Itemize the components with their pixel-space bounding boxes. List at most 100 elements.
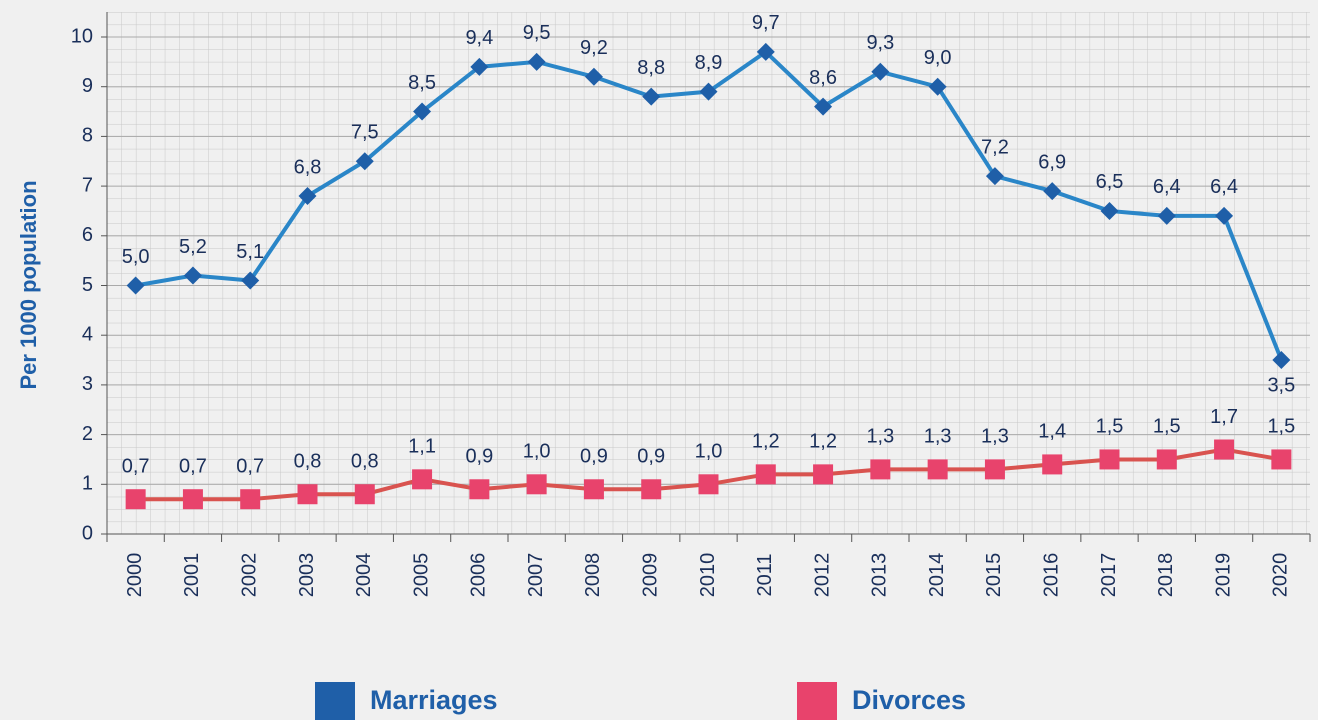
x-tick-label: 2006 (468, 553, 490, 598)
data-label: 1,5 (1096, 416, 1124, 438)
data-label: 1,0 (695, 441, 723, 463)
y-tick-label: 8 (82, 125, 93, 147)
data-label: 9,4 (465, 27, 493, 49)
y-tick-label: 2 (82, 423, 93, 445)
marker (182, 489, 203, 510)
data-label: 1,1 (408, 436, 436, 458)
y-axis-label: Per 1000 population (16, 180, 41, 389)
data-label: 1,3 (924, 426, 952, 448)
data-label: 1,3 (981, 426, 1009, 448)
x-tick-label: 2015 (983, 553, 1005, 598)
marker (1157, 206, 1176, 225)
marker (183, 266, 202, 285)
y-tick-label: 4 (82, 323, 93, 345)
marker (241, 271, 260, 290)
marker (642, 87, 661, 106)
data-label: 6,4 (1210, 176, 1238, 198)
marker (755, 464, 776, 485)
data-label: 7,2 (981, 136, 1009, 158)
marker (699, 82, 718, 101)
marker (698, 474, 719, 495)
y-tick-label: 1 (82, 473, 93, 495)
y-tick-label: 3 (82, 373, 93, 395)
marker (984, 459, 1005, 480)
marker (871, 62, 890, 81)
data-label: 0,8 (351, 451, 379, 473)
x-tick-label: 2011 (754, 553, 776, 596)
x-tick-label: 2010 (697, 553, 719, 598)
marker (641, 479, 662, 500)
x-tick-label: 2003 (296, 553, 318, 598)
marker (813, 464, 834, 485)
marker (1042, 454, 1063, 475)
marker (928, 77, 947, 96)
marker (297, 484, 318, 505)
data-label: 5,0 (122, 246, 150, 268)
marker (298, 187, 317, 206)
data-label: 1,2 (809, 431, 837, 453)
marker (126, 276, 145, 295)
marker (927, 459, 948, 480)
data-label: 6,9 (1038, 151, 1066, 173)
y-tick-label: 5 (82, 274, 93, 296)
x-tick-label: 2000 (124, 553, 146, 598)
marker (870, 459, 891, 480)
legend-label: Divorces (852, 685, 966, 715)
marker (584, 67, 603, 86)
data-label: 1,7 (1210, 406, 1238, 428)
data-label: 0,9 (580, 446, 608, 468)
data-label: 0,9 (465, 446, 493, 468)
x-tick-label: 2019 (1212, 553, 1234, 598)
x-tick-label: 2004 (353, 553, 375, 598)
x-tick-label: 2018 (1155, 553, 1177, 598)
data-label: 0,7 (236, 455, 264, 477)
data-label: 8,9 (695, 52, 723, 74)
data-label: 1,4 (1038, 421, 1066, 443)
data-label: 6,8 (294, 156, 322, 178)
x-tick-label: 2002 (238, 553, 260, 598)
data-label: 0,7 (179, 455, 207, 477)
marker (1272, 351, 1291, 370)
marker (125, 489, 146, 510)
x-tick-label: 2005 (410, 553, 432, 598)
marker (1271, 449, 1292, 470)
data-label: 6,4 (1153, 176, 1181, 198)
data-label: 9,3 (866, 32, 894, 54)
x-tick-label: 2013 (869, 553, 891, 598)
data-label: 7,5 (351, 122, 379, 144)
y-tick-label: 10 (71, 25, 93, 47)
data-label: 9,2 (580, 37, 608, 59)
x-tick-label: 2008 (582, 553, 604, 598)
x-tick-label: 2001 (181, 553, 203, 598)
marker (583, 479, 604, 500)
marker (354, 484, 375, 505)
data-label: 0,7 (122, 455, 150, 477)
x-tick-label: 2017 (1098, 553, 1120, 598)
data-label: 1,5 (1267, 416, 1295, 438)
marker (469, 479, 490, 500)
data-label: 1,3 (866, 426, 894, 448)
marker (1215, 206, 1234, 225)
data-label: 1,2 (752, 431, 780, 453)
data-label: 8,5 (408, 72, 436, 94)
y-tick-label: 6 (82, 224, 93, 246)
data-label: 9,5 (523, 22, 551, 44)
marker (1099, 449, 1120, 470)
x-tick-label: 2014 (926, 553, 948, 598)
data-label: 0,9 (637, 446, 665, 468)
legend-swatch (315, 682, 355, 720)
y-tick-label: 0 (82, 522, 93, 544)
data-label: 9,0 (924, 47, 952, 69)
marker (1214, 439, 1235, 460)
marker (526, 474, 547, 495)
marker (1156, 449, 1177, 470)
data-label: 9,7 (752, 12, 780, 34)
data-label: 6,5 (1096, 171, 1124, 193)
x-tick-label: 2009 (639, 553, 661, 598)
x-tick-label: 2016 (1040, 553, 1062, 598)
legend-label: Marriages (370, 685, 498, 715)
marker (527, 52, 546, 71)
data-label: 1,5 (1153, 416, 1181, 438)
marker (1100, 201, 1119, 220)
